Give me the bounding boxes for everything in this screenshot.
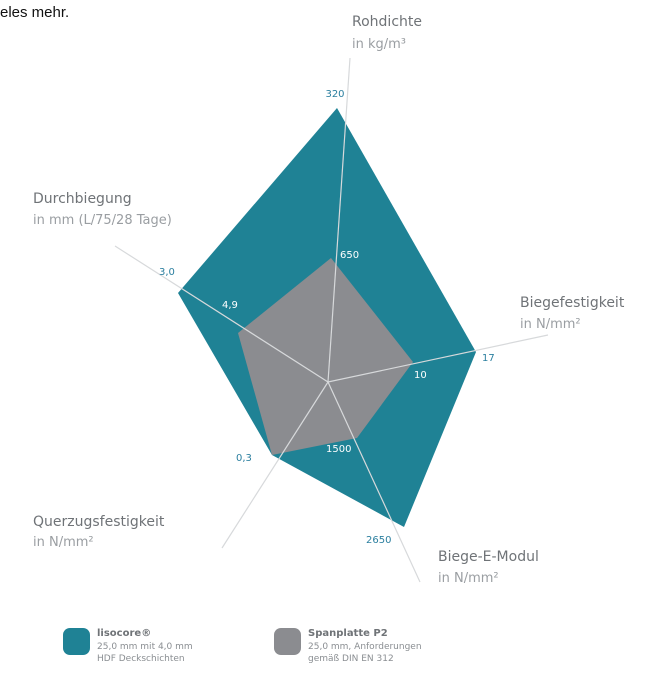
axis-unit-durchbiegung: in mm (L/75/28 Tage) xyxy=(33,213,172,228)
legend-desc1-spanplatte: 25,0 mm, Anforderungen xyxy=(308,642,422,652)
intro-text-fragment: eles mehr. xyxy=(0,4,70,21)
legend-name-spanplatte: Spanplatte P2 xyxy=(308,628,388,639)
axis-line-biegefest xyxy=(327,334,549,383)
value-label-spanplatte-durchbieg: 4,9 xyxy=(222,300,238,311)
legend-name-lisocore: lisocore® xyxy=(97,628,151,639)
legend-swatch-lisocore xyxy=(63,628,90,655)
axis-line-rohdichte xyxy=(327,57,351,383)
axis-line-biegeemod xyxy=(327,381,421,583)
legend: lisocore® 25,0 mm mit 4,0 mm HDF Decksch… xyxy=(63,628,422,664)
axis-title-durchbiegung: Durchbiegung xyxy=(33,191,132,207)
value-label-spanplatte-biegeemod: 1500 xyxy=(326,444,351,455)
value-label-spanplatte-rohdichte: 650 xyxy=(340,250,359,261)
value-label-spanplatte-biegefest: 10 xyxy=(414,370,427,381)
series-spanplatte-area xyxy=(238,258,413,455)
axis-line-querzug xyxy=(221,381,329,549)
axis-line-durchbieg xyxy=(114,245,329,383)
axis-unit-biegefestigkeit: in N/mm² xyxy=(520,317,581,332)
axis-unit-biege-e-modul: in N/mm² xyxy=(438,571,499,586)
axis-title-rohdichte: Rohdichte xyxy=(352,14,422,30)
value-label-lisocore-querzug: 0,3 xyxy=(236,453,252,464)
axis-title-querzugsfestigkeit: Querzugsfestigkeit xyxy=(33,514,165,530)
value-label-lisocore-biegefest: 17 xyxy=(482,353,495,364)
value-label-lisocore-biegeemod: 2650 xyxy=(366,535,391,546)
value-label-lisocore-rohdichte: 320 xyxy=(325,89,344,100)
axis-unit-querzugsfestigkeit: in N/mm² xyxy=(33,535,94,550)
legend-desc1-lisocore: 25,0 mm mit 4,0 mm xyxy=(97,642,193,652)
value-label-lisocore-durchbieg: 3,0 xyxy=(159,267,175,278)
legend-desc2-lisocore: HDF Deckschichten xyxy=(97,654,185,664)
axis-unit-rohdichte: in kg/m³ xyxy=(352,37,406,52)
axis-title-biege-e-modul: Biege-E-Modul xyxy=(438,549,539,565)
legend-swatch-spanplatte xyxy=(274,628,301,655)
axis-title-biegefestigkeit: Biegefestigkeit xyxy=(520,295,625,311)
legend-desc2-spanplatte: gemäß DIN EN 312 xyxy=(308,654,394,664)
